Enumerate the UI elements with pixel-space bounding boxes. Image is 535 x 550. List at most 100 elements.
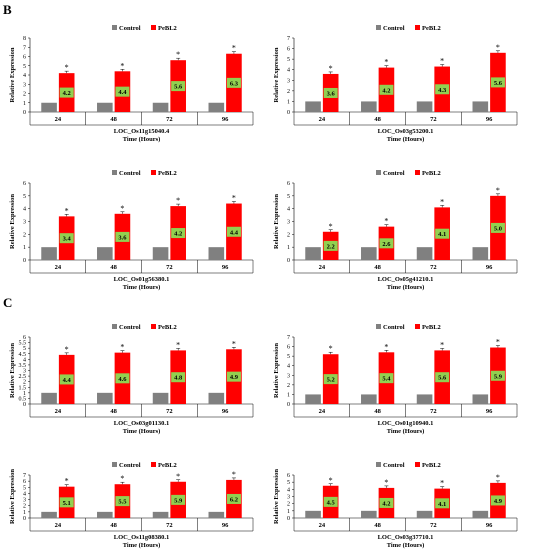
y-tick-label: 5 (287, 480, 290, 486)
x-tick-label: 48 (374, 408, 381, 415)
legend-swatch-pebl2 (151, 170, 156, 175)
bar-control (152, 392, 169, 404)
significance-marker: * (384, 478, 388, 487)
legend-swatch-control (112, 170, 117, 175)
y-tick-label: 4 (23, 491, 26, 497)
value-label: 4.5 (327, 499, 336, 506)
value-label: 5.6 (438, 375, 447, 382)
gene-label: LOC_Os05g41210.1 (378, 276, 434, 283)
y-tick-label: 4 (287, 487, 290, 493)
value-label: 5.9 (494, 373, 503, 380)
x-tick-label: 72 (430, 264, 437, 271)
value-label: 5.9 (174, 497, 183, 504)
y-tick-label: 4 (23, 73, 26, 79)
x-axis-label: Time (Hours) (123, 136, 161, 143)
value-label-box (115, 373, 130, 384)
significance-marker: * (329, 64, 333, 73)
gene-label: LOC_Os01g56380.1 (114, 276, 170, 283)
bar-control (361, 101, 377, 112)
value-label-box (59, 497, 74, 508)
legend-swatch-control (376, 462, 381, 467)
y-tick-label: 2 (23, 232, 26, 238)
gene-label: LOC_Os03g37710.1 (378, 534, 434, 541)
y-tick-label: 3 (23, 82, 26, 88)
y-tick-label: 3 (287, 220, 290, 226)
y-tick-label: 1 (287, 99, 290, 105)
bar-control (361, 510, 377, 518)
y-tick-label: 2 (287, 383, 290, 389)
value-label: 2.2 (327, 243, 335, 250)
y-tick-label: 2 (23, 504, 26, 510)
significance-marker: * (65, 477, 69, 486)
value-label: 5.5 (118, 499, 127, 506)
value-label-box (490, 77, 505, 88)
value-label: 4.2 (174, 231, 182, 238)
significance-marker: * (65, 63, 69, 72)
y-tick-label: 1 (23, 391, 26, 397)
bar-control (361, 394, 377, 404)
bar-control (41, 392, 57, 404)
bar-control (41, 247, 57, 260)
bar-control (305, 247, 321, 260)
y-tick-label: 5 (23, 346, 26, 352)
x-tick-label: 96 (222, 408, 229, 415)
y-axis-label: Relative Expression (9, 469, 16, 524)
y-tick-label: 4 (287, 207, 290, 213)
gene-label: LOC_Os11g08380.1 (114, 534, 169, 541)
x-tick-label: 48 (110, 116, 117, 123)
significance-marker: * (440, 340, 444, 349)
significance-marker: * (440, 197, 444, 206)
y-tick-label: 0 (287, 110, 290, 116)
value-label-box (435, 372, 450, 383)
x-tick-label: 72 (430, 408, 437, 415)
y-tick-label: 4 (23, 207, 26, 213)
y-tick-label: 1 (23, 510, 26, 516)
y-tick-label: 7 (287, 335, 290, 341)
legend-swatch-pebl2 (415, 170, 420, 175)
legend-label-control: Control (119, 324, 141, 331)
value-label: 6.3 (230, 80, 239, 87)
significance-marker: * (232, 194, 236, 203)
significance-marker: * (176, 472, 180, 481)
x-tick-label: 72 (430, 116, 437, 123)
x-axis-label: Time (Hours) (123, 428, 161, 435)
x-tick-label: 24 (55, 408, 62, 415)
y-tick-label: 0 (23, 516, 26, 522)
legend-label-control: Control (119, 462, 141, 469)
x-tick-label: 48 (110, 522, 117, 529)
significance-marker: * (496, 338, 500, 347)
y-tick-label: 7 (287, 36, 290, 42)
chart-5: Control PeBL2 00.511.522.533.544.555.56 Rel… (9, 324, 254, 435)
value-label: 5.4 (382, 376, 391, 383)
x-tick-label: 48 (110, 264, 117, 271)
y-tick-label: 2 (287, 502, 290, 508)
y-tick-label: 1 (23, 101, 26, 107)
y-tick-label: 2 (23, 380, 26, 386)
value-label: 5.0 (494, 225, 502, 232)
bar-control (208, 247, 225, 260)
legend-label-pebl2: PeBL2 (422, 25, 441, 32)
y-tick-label: 4.5 (19, 352, 27, 358)
legend-label-control: Control (119, 25, 141, 32)
significance-marker: * (496, 43, 500, 52)
x-axis-label: Time (Hours) (387, 136, 425, 143)
bar-control (416, 394, 433, 404)
value-label: 4.2 (382, 87, 390, 94)
value-label: 5.6 (494, 80, 503, 87)
x-tick-label: 72 (166, 264, 173, 271)
bar-control (208, 392, 225, 404)
y-tick-label: 3 (23, 220, 26, 226)
significance-marker: * (120, 61, 124, 70)
bar-control (97, 392, 113, 404)
y-tick-label: 5 (287, 57, 290, 63)
x-tick-label: 24 (319, 116, 326, 123)
value-label: 4.2 (382, 500, 390, 507)
legend-label-pebl2: PeBL2 (422, 170, 441, 177)
legend-swatch-pebl2 (151, 25, 156, 30)
gene-label: LOC_Os01g10940.1 (378, 420, 434, 427)
bar-control (41, 102, 57, 112)
y-tick-label: 6 (23, 181, 26, 187)
legend-label-pebl2: PeBL2 (422, 462, 441, 469)
